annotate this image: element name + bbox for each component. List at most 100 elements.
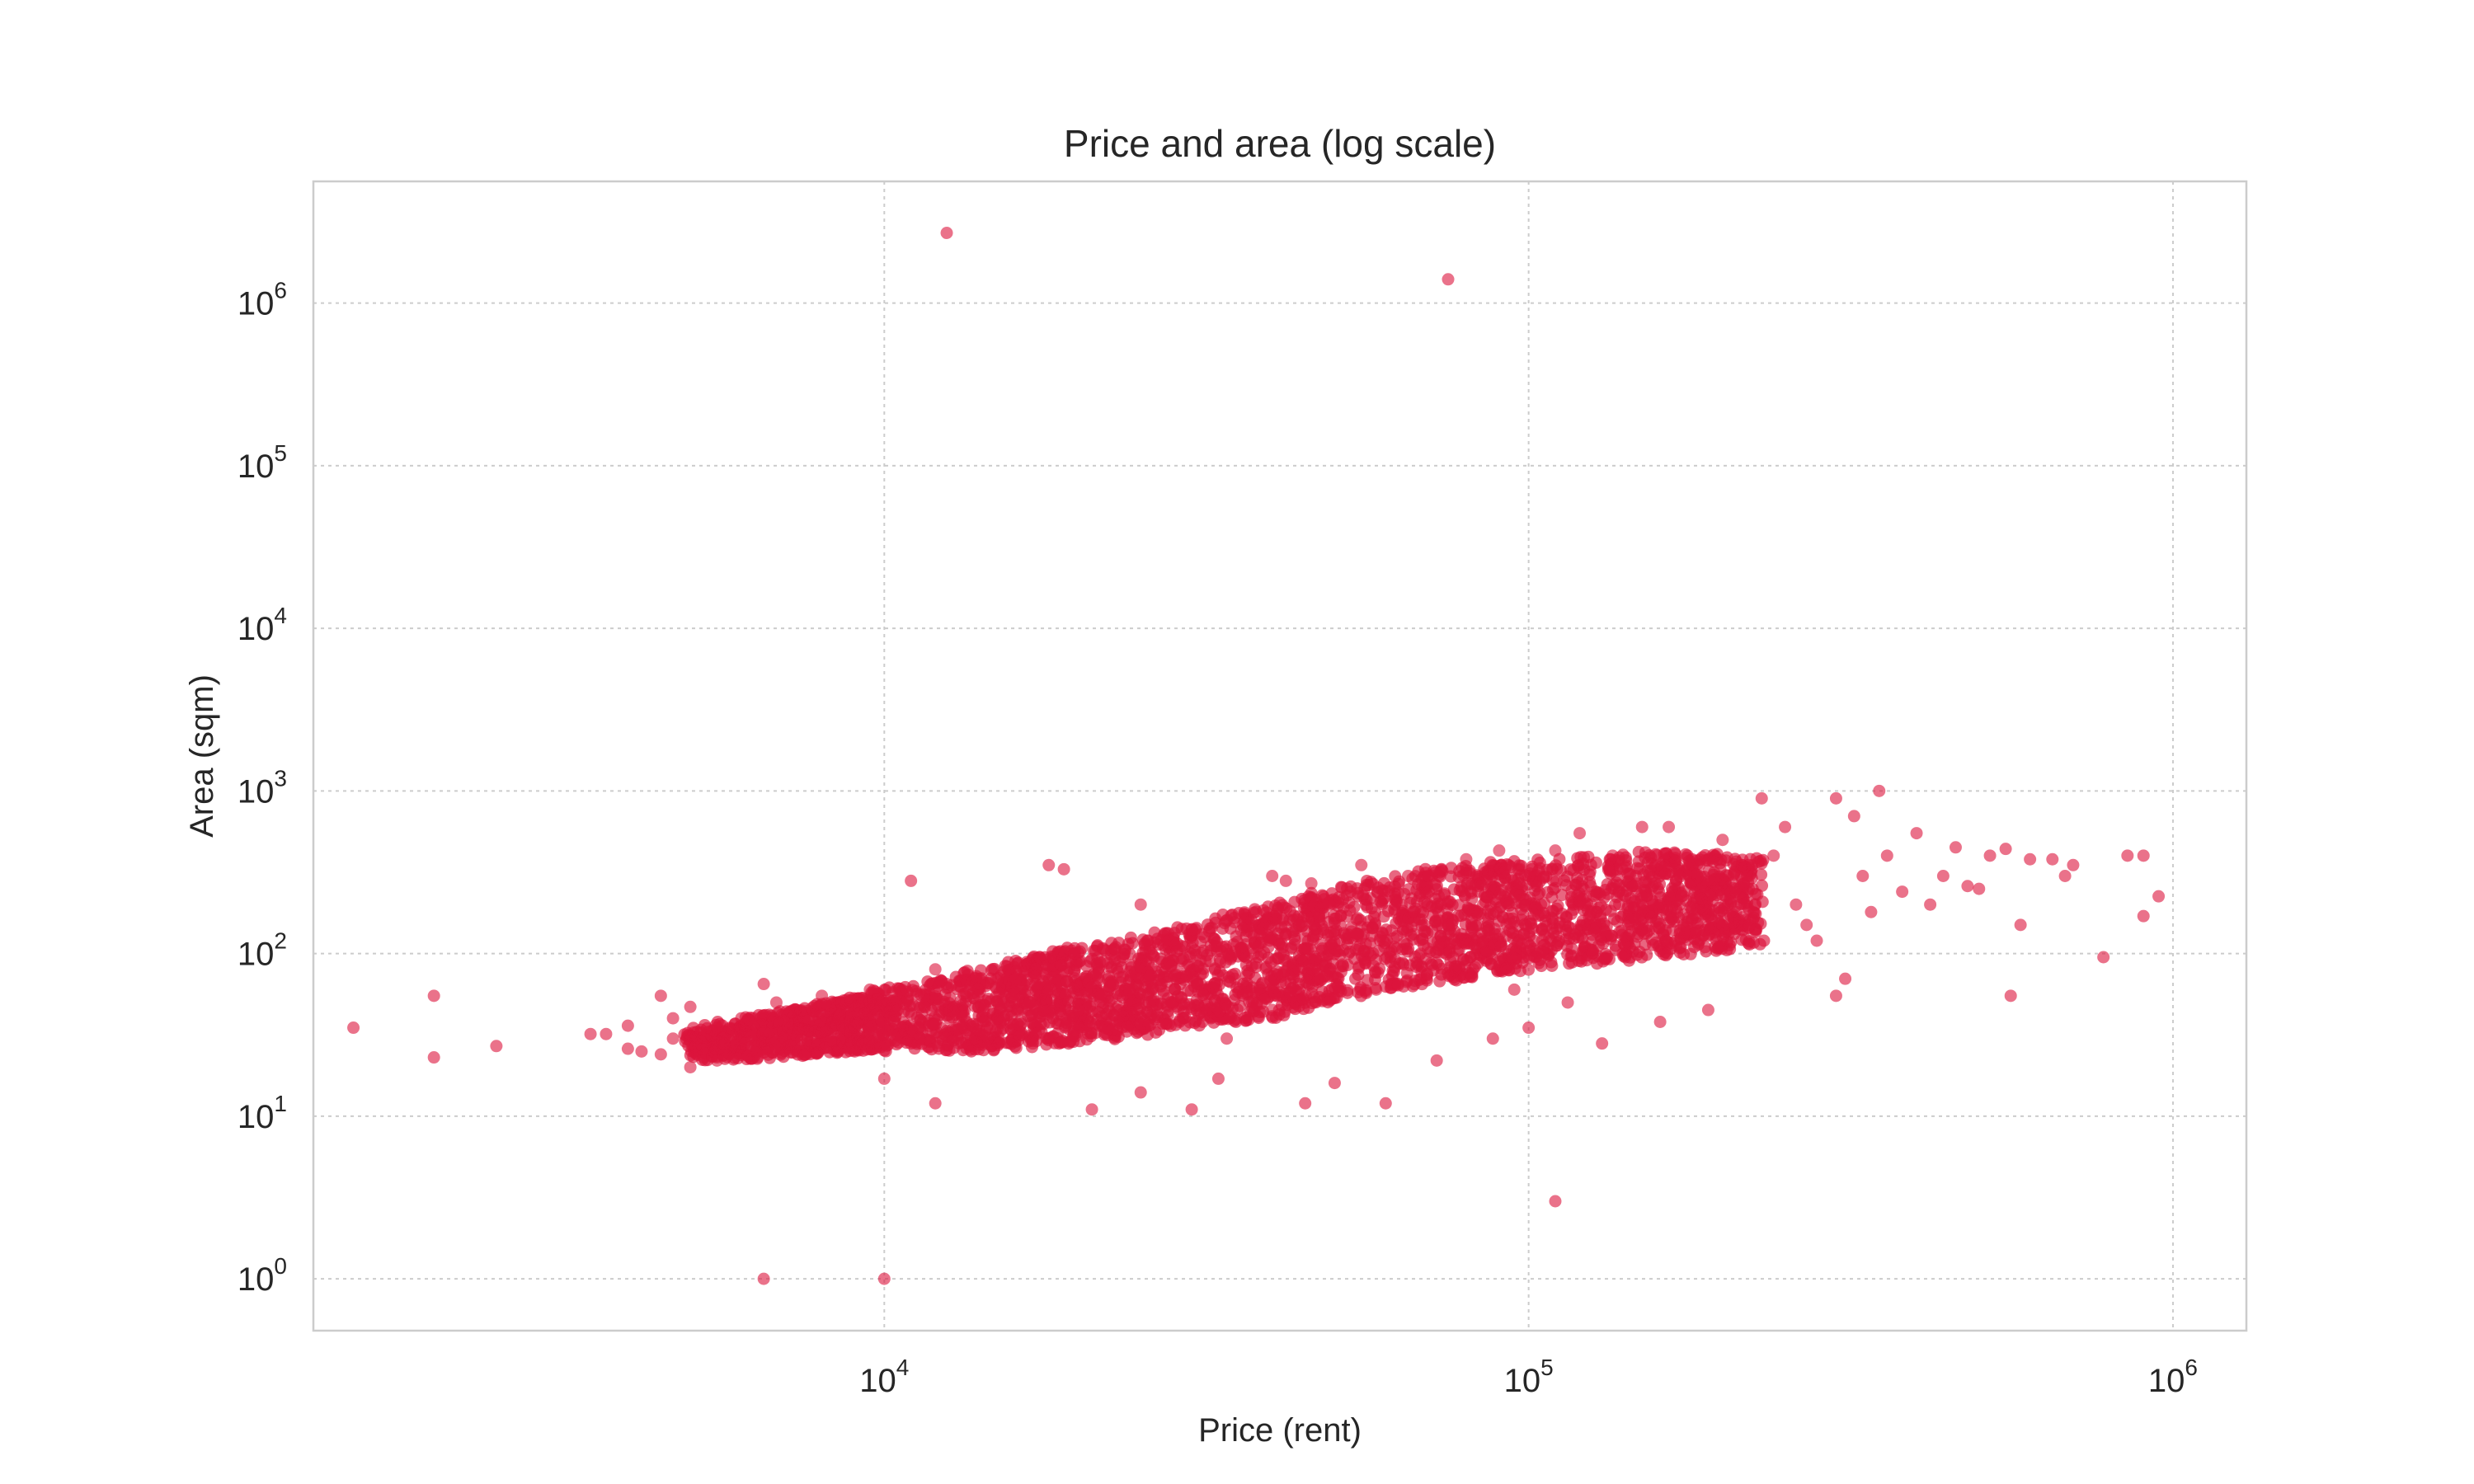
scatter-point	[1549, 844, 1562, 857]
scatter-point	[1305, 877, 1318, 890]
scatter-point	[1669, 854, 1682, 867]
scatter-point	[1554, 864, 1568, 877]
y-tick-label: 103	[238, 765, 287, 810]
scatter-point	[1070, 979, 1084, 992]
scatter-point	[1540, 947, 1554, 960]
y-axis-label: Area (sqm)	[184, 674, 220, 838]
scatter-point	[1743, 937, 1756, 951]
scatter-point	[1751, 888, 1764, 901]
scatter-point	[1829, 791, 1842, 805]
scatter-point	[1150, 998, 1163, 1012]
scatter-point	[1865, 905, 1878, 918]
scatter-point	[1170, 965, 1183, 978]
scatter-point	[1640, 948, 1653, 961]
scatter-point	[1221, 1032, 1234, 1045]
scatter-point	[1522, 963, 1536, 976]
scatter-point	[1000, 1008, 1014, 1021]
scatter-point	[1355, 858, 1368, 871]
scatter-point	[905, 1037, 918, 1050]
scatter-point	[2121, 849, 2134, 862]
scatter-point	[1767, 849, 1780, 862]
scatter-point	[427, 1051, 440, 1064]
y-tick-base: 10	[238, 1261, 275, 1298]
scatter-point	[2067, 858, 2080, 871]
scatter-point	[921, 975, 934, 989]
scatter-point	[1847, 810, 1860, 823]
scatter-point	[1313, 908, 1326, 921]
scatter-point	[724, 1031, 737, 1044]
scatter-point	[1924, 898, 1937, 911]
scatter-point	[490, 1040, 503, 1053]
scatter-point	[939, 1044, 952, 1057]
scatter-point	[1072, 1003, 1085, 1017]
scatter-point	[1757, 934, 1771, 947]
scatter-point	[1248, 906, 1261, 919]
scatter-point	[1522, 869, 1536, 882]
scatter-point	[1757, 853, 1770, 866]
scatter-point	[1856, 869, 1870, 882]
scatter-point	[1380, 934, 1394, 947]
scatter-point	[1417, 906, 1430, 919]
scatter-point	[750, 1045, 763, 1058]
scatter-point	[877, 1272, 891, 1285]
scatter-point	[951, 1032, 964, 1045]
scatter-point	[1522, 1021, 1536, 1035]
scatter-point	[1185, 923, 1198, 937]
scatter-point	[1117, 947, 1131, 960]
y-tick-exponent: 4	[274, 603, 287, 628]
scatter-point	[710, 1021, 723, 1035]
scatter-point	[965, 1045, 978, 1058]
scatter-point	[1249, 960, 1263, 974]
scatter-point	[1880, 849, 1893, 862]
points-layer	[347, 226, 2166, 1285]
scatter-point	[1691, 868, 1704, 881]
scatter-point	[1301, 934, 1315, 947]
scatter-point	[1210, 983, 1223, 996]
scatter-point	[1141, 934, 1154, 947]
scatter-point	[2058, 869, 2072, 882]
scatter-point	[1124, 931, 1137, 944]
scatter-point	[1042, 858, 1056, 871]
scatter-point	[1266, 1003, 1279, 1017]
scatter-point	[1493, 844, 1506, 857]
scatter-point	[1266, 869, 1279, 882]
scatter-point	[1377, 876, 1390, 890]
scatter-point	[1729, 882, 1743, 895]
scatter-point	[1423, 885, 1436, 899]
scatter-point	[769, 996, 783, 1009]
scatter-point	[1285, 941, 1298, 954]
scatter-point	[1699, 941, 1712, 954]
scatter-point	[1517, 928, 1530, 941]
scatter-point	[1616, 848, 1630, 862]
scatter-point	[1292, 963, 1305, 976]
scatter-point	[1500, 918, 1513, 931]
scatter-point	[1379, 1097, 1392, 1110]
scatter-point	[929, 1097, 942, 1110]
scatter-point	[1716, 834, 1729, 847]
scatter-point	[763, 1026, 776, 1039]
scatter-point	[1317, 898, 1330, 911]
y-tick-base: 10	[238, 773, 275, 810]
scatter-point	[1535, 898, 1548, 911]
x-tick-exponent: 6	[2185, 1355, 2198, 1380]
scatter-point	[1507, 983, 1521, 996]
scatter-point	[1288, 930, 1301, 943]
scatter-point	[427, 989, 440, 1003]
scatter-point	[1738, 861, 1752, 874]
scatter-point	[1371, 966, 1385, 979]
scatter-point	[1495, 938, 1508, 951]
y-tick-label: 104	[238, 603, 287, 647]
scatter-point	[1790, 898, 1803, 911]
scatter-point	[1637, 868, 1650, 881]
scatter-point	[1800, 918, 1813, 932]
scatter-point	[877, 1072, 891, 1085]
scatter-point	[1361, 974, 1374, 987]
scatter-point	[1075, 942, 1089, 955]
scatter-point	[1873, 784, 1886, 797]
x-tick-exponent: 5	[1540, 1355, 1554, 1380]
scatter-point	[1228, 972, 1241, 985]
scatter-point	[1961, 880, 1974, 893]
scatter-point	[1142, 972, 1155, 985]
scatter-point	[1653, 1016, 1667, 1029]
scatter-point	[891, 1003, 905, 1017]
